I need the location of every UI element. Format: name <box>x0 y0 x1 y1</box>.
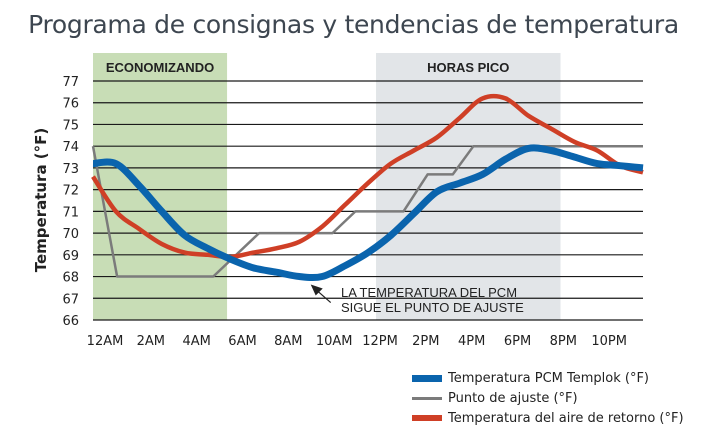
y-axis-label: Temperatura (°F) <box>32 128 50 273</box>
y-tick-label: 70 <box>62 227 79 242</box>
x-tick-label: 2PM <box>412 334 439 349</box>
y-tick-label: 76 <box>62 97 79 112</box>
arrowhead-icon <box>310 284 323 296</box>
x-tick-label: 6PM <box>504 334 531 349</box>
legend-item: Punto de ajuste (°F) <box>412 388 684 408</box>
x-tick-label: 12AM <box>87 334 124 349</box>
y-tick-label: 67 <box>62 292 79 307</box>
y-tick-label: 77 <box>62 75 79 90</box>
x-tick-label: 12PM <box>362 334 398 349</box>
legend-item: Temperatura PCM Templok (°F) <box>412 368 684 388</box>
band-0 <box>93 53 228 320</box>
x-tick-label: 10AM <box>316 334 353 349</box>
band-1 <box>376 53 561 320</box>
legend-swatch <box>412 396 442 400</box>
y-tick-label: 74 <box>62 140 79 155</box>
legend-label: Temperatura del aire de retorno (°F) <box>448 410 684 426</box>
legend-swatch <box>412 415 442 421</box>
legend-item: Temperatura del aire de retorno (°F) <box>412 408 684 428</box>
legend: Temperatura PCM Templok (°F) Punto de aju… <box>412 368 684 428</box>
legend-label: Temperatura PCM Templok (°F) <box>448 370 649 386</box>
chart-title: Programa de consignas y tendencias de te… <box>28 10 679 39</box>
y-tick-label: 73 <box>62 162 79 177</box>
y-tick-label: 69 <box>62 249 79 264</box>
band-label: ECONOMIZANDO <box>106 60 214 75</box>
y-tick-label: 72 <box>62 184 79 199</box>
series-line-1 <box>91 144 643 278</box>
legend-label: Punto de ajuste (°F) <box>448 390 578 406</box>
y-tick-label: 71 <box>62 205 79 220</box>
x-tick-label: 2AM <box>137 334 165 349</box>
x-tick-label: 4AM <box>182 334 210 349</box>
x-tick-label: 4PM <box>458 334 485 349</box>
annotation-text: LA TEMPERATURA DEL PCM <box>341 285 517 300</box>
band-label: HORAS PICO <box>427 60 509 75</box>
annotation-text: SIGUE EL PUNTO DE AJUSTE <box>341 300 524 315</box>
y-tick-label: 75 <box>62 118 79 133</box>
series-line-0 <box>92 144 644 282</box>
y-tick-label: 68 <box>62 271 79 286</box>
series-line-2 <box>91 93 644 260</box>
x-tick-label: 8AM <box>274 334 302 349</box>
y-tick-label: 66 <box>62 314 79 329</box>
x-tick-label: 8PM <box>550 334 577 349</box>
x-tick-label: 10PM <box>591 334 627 349</box>
legend-swatch <box>412 374 442 382</box>
x-tick-label: 6AM <box>228 334 256 349</box>
